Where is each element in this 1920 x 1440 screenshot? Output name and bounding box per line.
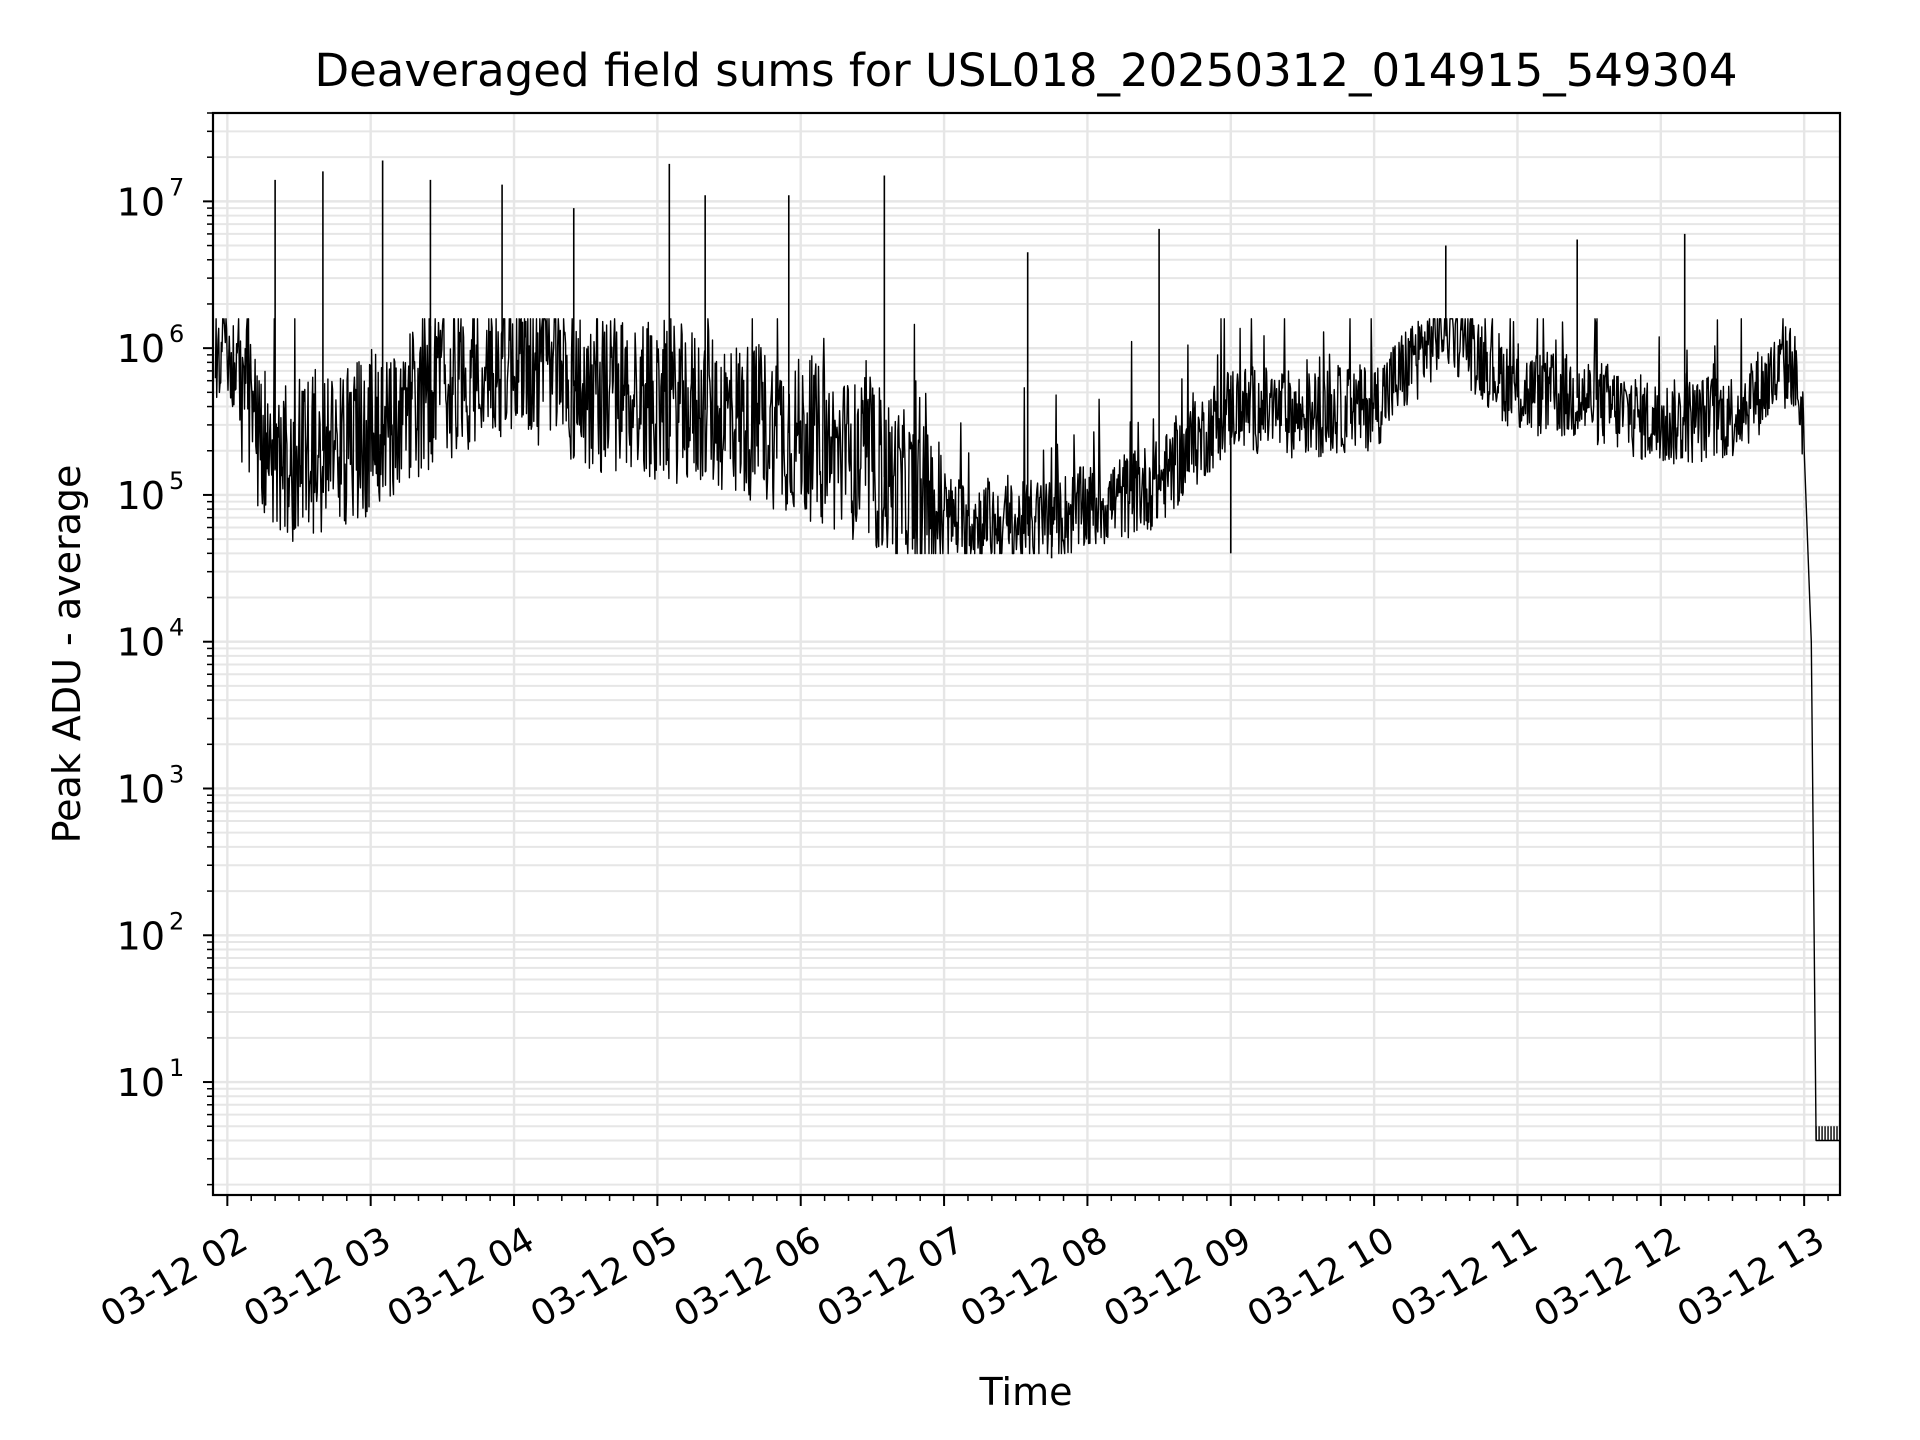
plot-frame bbox=[211, 111, 1842, 1197]
y-tick-label: 10 bbox=[117, 327, 165, 371]
series-layer bbox=[214, 160, 1840, 1142]
chart-title: Deaveraged field sums for USL018_2025031… bbox=[314, 44, 1737, 97]
y-tick-label: 10 bbox=[117, 767, 165, 811]
y-tick-exponent: 4 bbox=[169, 614, 184, 642]
y-tick-label: 10 bbox=[117, 914, 165, 958]
series-line bbox=[214, 318, 1840, 1142]
y-tick-label: 10 bbox=[117, 474, 165, 518]
grid-major bbox=[213, 113, 1840, 1195]
y-tick-label: 10 bbox=[117, 1061, 165, 1105]
y-axis-label: Peak ADU - average bbox=[45, 465, 89, 844]
x-axis-label: Time bbox=[979, 1370, 1073, 1414]
y-tick-exponent: 3 bbox=[169, 760, 184, 788]
y-tick-label: 10 bbox=[117, 621, 165, 665]
y-tick-exponent: 6 bbox=[169, 320, 184, 348]
y-tick-exponent: 1 bbox=[169, 1054, 184, 1082]
y-tick-label: 10 bbox=[117, 180, 165, 224]
y-tick-exponent: 5 bbox=[169, 467, 184, 495]
y-tick-exponent: 7 bbox=[169, 173, 184, 201]
y-tick-exponent: 2 bbox=[169, 907, 184, 935]
